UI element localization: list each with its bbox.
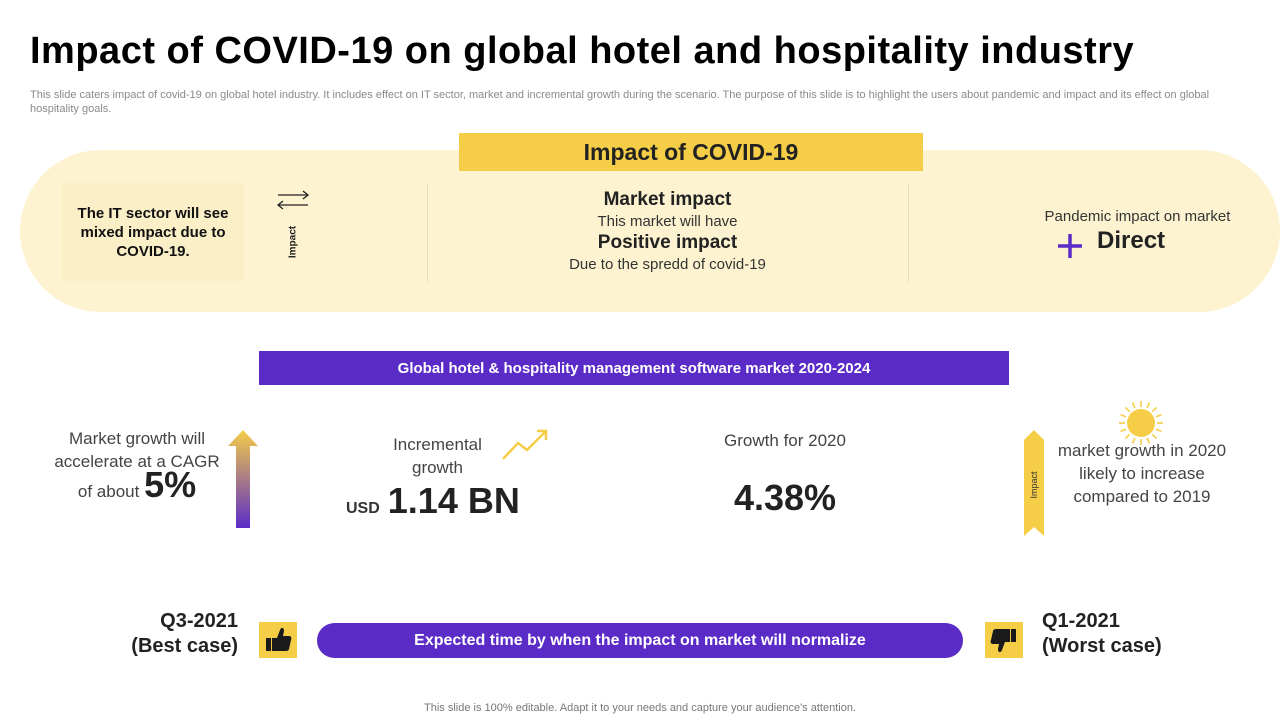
best-case-quarter: Q3-2021 — [160, 610, 238, 632]
market-impact-reason: Due to the spredd of covid-19 — [569, 256, 766, 273]
currency-label: USD — [346, 500, 380, 517]
growth-2020-value: 4.38% — [733, 477, 837, 518]
market-banner: Global hotel & hospitality management so… — [259, 351, 1009, 385]
market-impact-title: Market impact — [603, 189, 732, 210]
cagr-value: 5% — [144, 464, 197, 505]
it-sector-box: The IT sector will see mixed impact due … — [62, 183, 244, 281]
divider — [908, 183, 909, 283]
positive-impact-label: Positive impact — [597, 232, 738, 253]
impact-vertical-label: Impact — [1029, 471, 1039, 499]
footer-note: This slide is 100% editable. Adapt it to… — [424, 702, 856, 714]
pandemic-impact-label: Pandemic impact on market — [1044, 208, 1231, 225]
incremental-amount: 1.14 BN — [387, 480, 520, 521]
best-case-caption: (Best case) — [131, 635, 238, 657]
incremental-growth-label: Incremental growth — [393, 435, 482, 477]
plus-icon — [1058, 234, 1082, 258]
cagr-text: Market growth will accelerate at a CAGR — [54, 429, 220, 471]
cagr-text-suffix: of about — [77, 482, 140, 501]
arrows-exchange-icon — [276, 190, 310, 210]
gradient-up-arrow-icon — [228, 430, 258, 528]
normalize-time-pill: Expected time by when the impact on mark… — [317, 623, 963, 658]
page-title: Impact of COVID-19 on global hotel and h… — [30, 30, 1135, 72]
trend-up-icon — [502, 429, 548, 460]
market-impact-line: This market will have — [597, 213, 738, 230]
direct-impact-value: Direct — [1097, 227, 1166, 254]
incremental-growth-value: USD 1.14 BN — [346, 480, 520, 522]
page-subtitle: This slide caters impact of covid-19 on … — [30, 89, 1210, 115]
best-case-label: Q3-2021 (Best case) — [118, 609, 238, 659]
yellow-up-arrow-icon — [1024, 430, 1044, 536]
impact-vertical-label: Impact — [287, 225, 299, 259]
thumbs-up-icon — [259, 622, 297, 658]
divider — [427, 183, 428, 283]
thumbs-down-icon — [985, 622, 1023, 658]
worst-case-quarter: Q1-2021 — [1042, 610, 1120, 632]
growth-2020-statement: market growth in 2020 likely to increase… — [1057, 441, 1227, 506]
impact-panel-header: Impact of COVID-19 — [459, 133, 923, 171]
worst-case-label: Q1-2021 (Worst case) — [1042, 609, 1182, 659]
growth-2020-label: Growth for 2020 — [724, 431, 846, 450]
sun-icon — [1119, 401, 1163, 445]
worst-case-caption: (Worst case) — [1042, 635, 1162, 657]
cagr-statement: Market growth will accelerate at a CAGR … — [38, 427, 236, 503]
market-impact-block: Market impact This market will have Posi… — [440, 188, 895, 276]
